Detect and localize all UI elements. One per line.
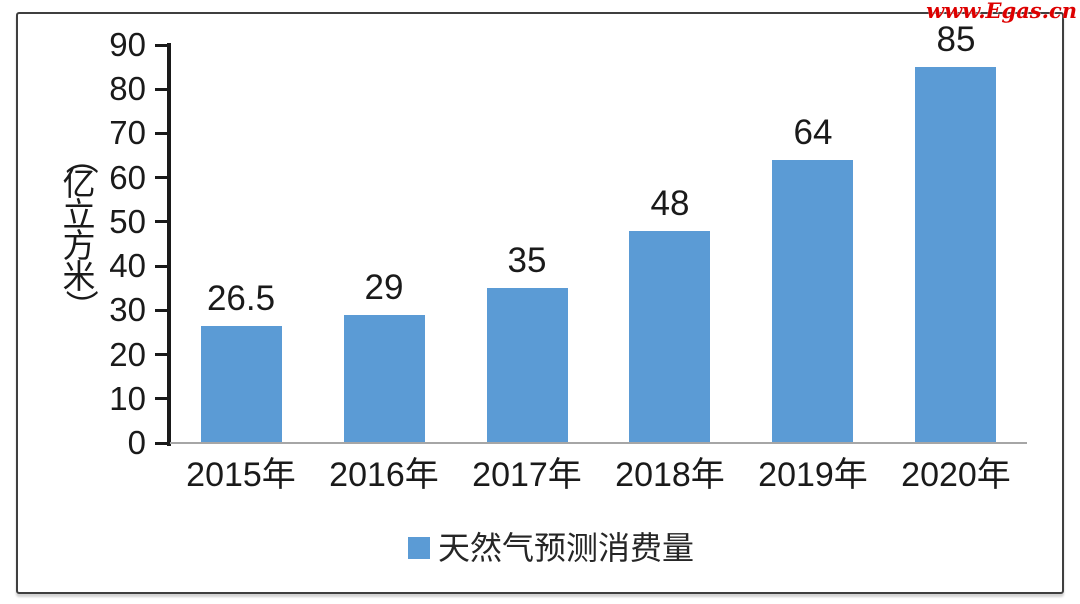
- legend-label: 天然气预测消费量: [438, 530, 695, 566]
- y-axis-tick-label: 30: [109, 291, 146, 329]
- y-axis-tick: [155, 43, 168, 47]
- y-axis-tick-label: 10: [109, 379, 146, 417]
- bar-value-label: 85: [936, 20, 976, 60]
- y-axis-tick-label: 0: [127, 424, 146, 461]
- y-axis-title-char: 亿: [62, 167, 96, 203]
- x-axis-label: 2017年: [472, 456, 582, 494]
- legend: 天然气预测消费量: [408, 531, 694, 565]
- y-axis-title: （亿立方米）: [56, 142, 102, 323]
- x-axis-label: 2015年: [186, 456, 296, 494]
- y-axis-tick-label: 40: [109, 247, 146, 285]
- y-axis-tick: [155, 176, 168, 180]
- watermark-text: www.Egas.cn: [926, 0, 1077, 23]
- y-axis-tick-label: 20: [109, 335, 146, 373]
- bar: [344, 314, 425, 443]
- y-axis-tick: [155, 264, 168, 268]
- y-axis-tick: [155, 220, 168, 224]
- y-axis-tick-label: 50: [109, 202, 146, 240]
- y-axis-title-char: （: [61, 141, 97, 175]
- bar-value-label: 29: [364, 267, 404, 307]
- x-axis-label: 2016年: [329, 456, 439, 494]
- bar: [487, 288, 568, 443]
- bar-value-label: 48: [650, 183, 690, 223]
- y-axis-tick: [155, 131, 168, 135]
- bar: [201, 325, 282, 443]
- x-axis-line: [170, 442, 1027, 444]
- chart-border: [16, 12, 1064, 594]
- y-axis-tick: [155, 397, 168, 401]
- bar-value-label: 26.5: [206, 278, 276, 318]
- x-axis-label: 2019年: [758, 456, 868, 494]
- y-axis-title-char: 米: [62, 260, 96, 296]
- y-axis-title-char: 方: [62, 229, 96, 265]
- y-axis-tick-label: 70: [109, 114, 146, 152]
- y-axis-tick-label: 60: [109, 158, 146, 196]
- y-axis-tick-label: 80: [109, 70, 146, 108]
- x-axis-label: 2020年: [901, 456, 1011, 494]
- y-axis-title-char: ）: [61, 289, 97, 323]
- bar: [772, 159, 853, 443]
- legend-square-icon: [408, 537, 430, 559]
- y-axis-title-char: 立: [62, 198, 96, 234]
- y-axis-line: [167, 43, 171, 446]
- y-axis-tick: [155, 441, 168, 445]
- y-axis-tick-label: 90: [109, 26, 146, 63]
- y-axis-tick: [155, 87, 168, 91]
- bar: [915, 67, 996, 443]
- bar-value-label: 35: [507, 241, 547, 281]
- y-axis-tick: [155, 308, 168, 312]
- bar: [629, 230, 710, 443]
- y-axis-tick: [155, 353, 168, 357]
- x-axis-label: 2018年: [615, 456, 725, 494]
- bar-value-label: 64: [793, 112, 833, 152]
